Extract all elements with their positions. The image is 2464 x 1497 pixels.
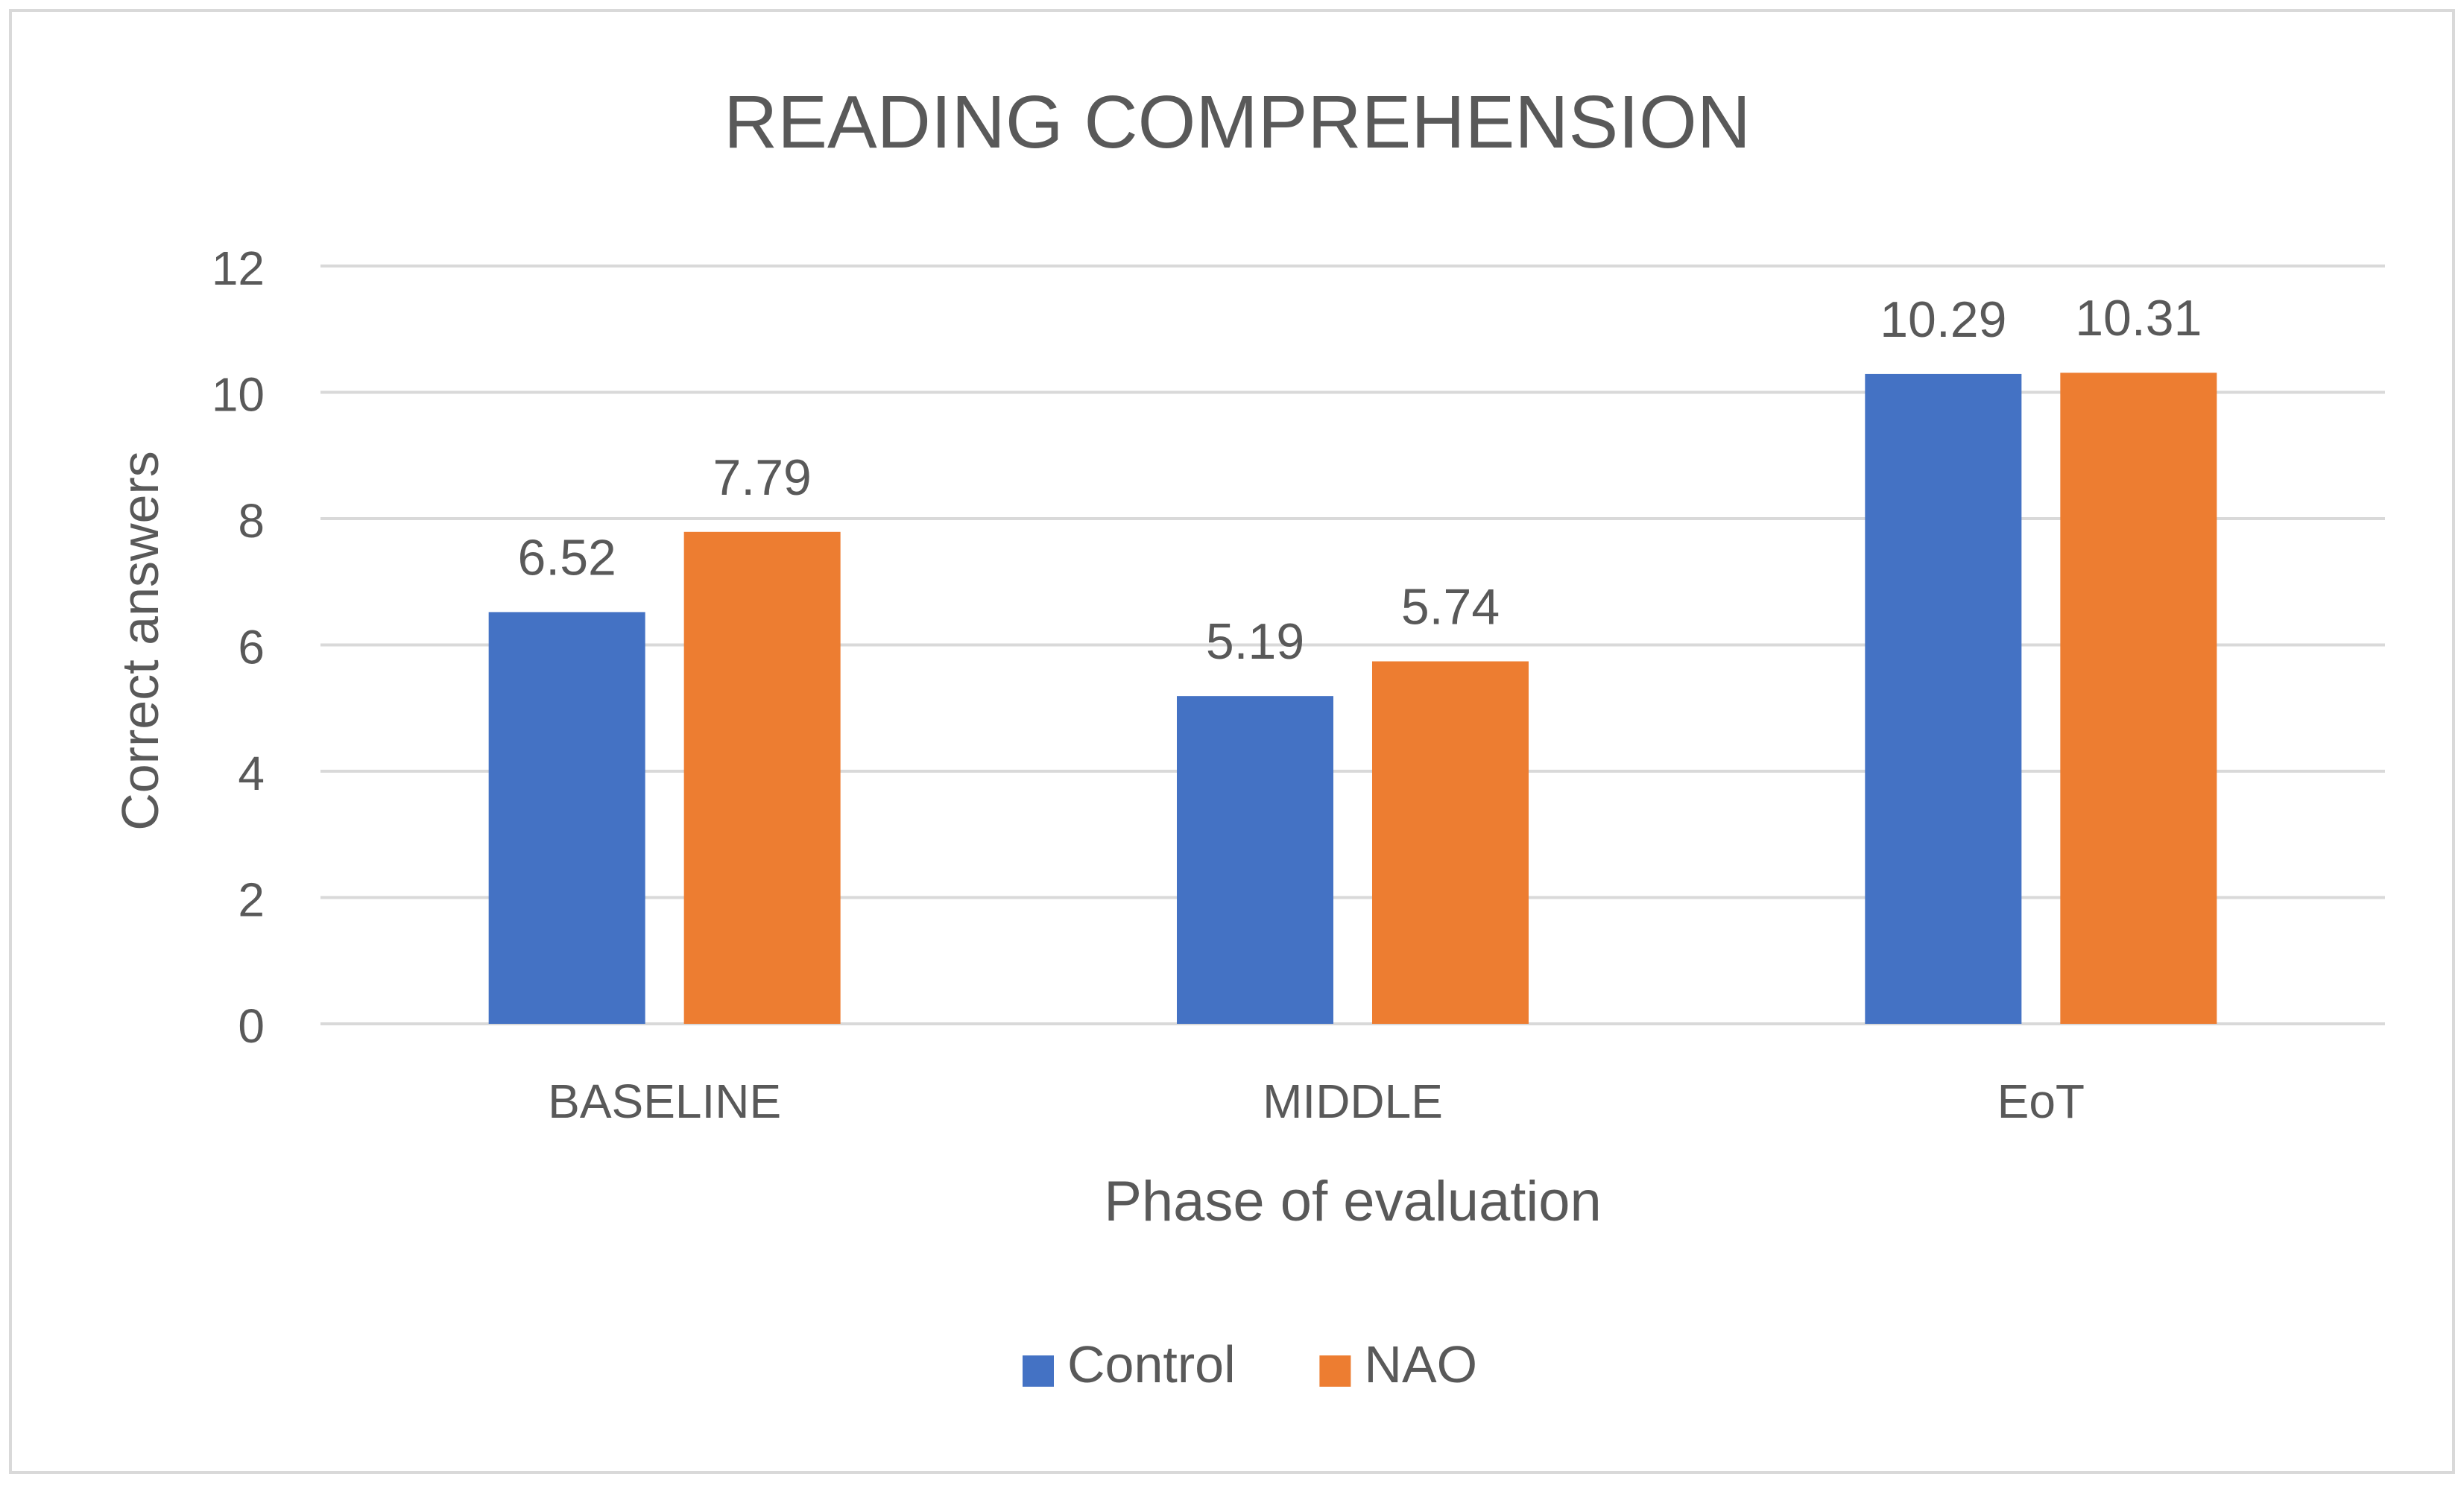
bar-nao-eot	[2060, 373, 2217, 1024]
y-tick-label: 10	[212, 368, 265, 422]
gridlines	[320, 265, 2385, 1025]
y-axis-label: Correct answers	[111, 451, 169, 831]
data-label: 5.19	[1206, 613, 1304, 670]
x-tick-label: MIDDLE	[1263, 1075, 1443, 1128]
legend-swatch-control	[1023, 1355, 1054, 1387]
bar-control-middle	[1177, 696, 1333, 1024]
data-label: 7.79	[713, 449, 811, 506]
bar-control-baseline	[488, 612, 645, 1024]
x-axis-label: Phase of evaluation	[1104, 1170, 1602, 1233]
data-label: 6.52	[517, 529, 616, 586]
x-tick-label: EoT	[1997, 1075, 2085, 1128]
data-labels: 6.52 7.79 5.19 5.74 10.29 10.31	[517, 290, 2202, 670]
data-label: 10.29	[1880, 291, 2006, 348]
data-label: 10.31	[2075, 290, 2202, 346]
y-tick-label: 0	[238, 999, 265, 1053]
y-tick-label: 4	[238, 747, 265, 800]
y-axis-ticks: 0 2 4 6 8 10 12	[212, 241, 265, 1053]
y-tick-label: 2	[238, 873, 265, 927]
y-tick-label: 8	[238, 494, 265, 548]
legend-label: NAO	[1364, 1335, 1477, 1393]
bar-nao-baseline	[683, 531, 841, 1024]
bars	[488, 373, 2217, 1024]
y-tick-label: 6	[238, 621, 265, 674]
y-tick-label: 12	[212, 241, 265, 295]
x-tick-label: BASELINE	[548, 1075, 781, 1128]
legend: Control NAO	[1023, 1335, 1477, 1393]
legend-label: Control	[1067, 1335, 1236, 1393]
bar-nao-middle	[1372, 661, 1529, 1024]
legend-swatch-nao	[1319, 1355, 1351, 1387]
data-label: 5.74	[1401, 579, 1500, 636]
bar-control-eot	[1865, 373, 2022, 1024]
x-axis-ticks: BASELINE MIDDLE EoT	[548, 1075, 2085, 1128]
chart-title: READING COMPREHENSION	[724, 80, 1751, 164]
